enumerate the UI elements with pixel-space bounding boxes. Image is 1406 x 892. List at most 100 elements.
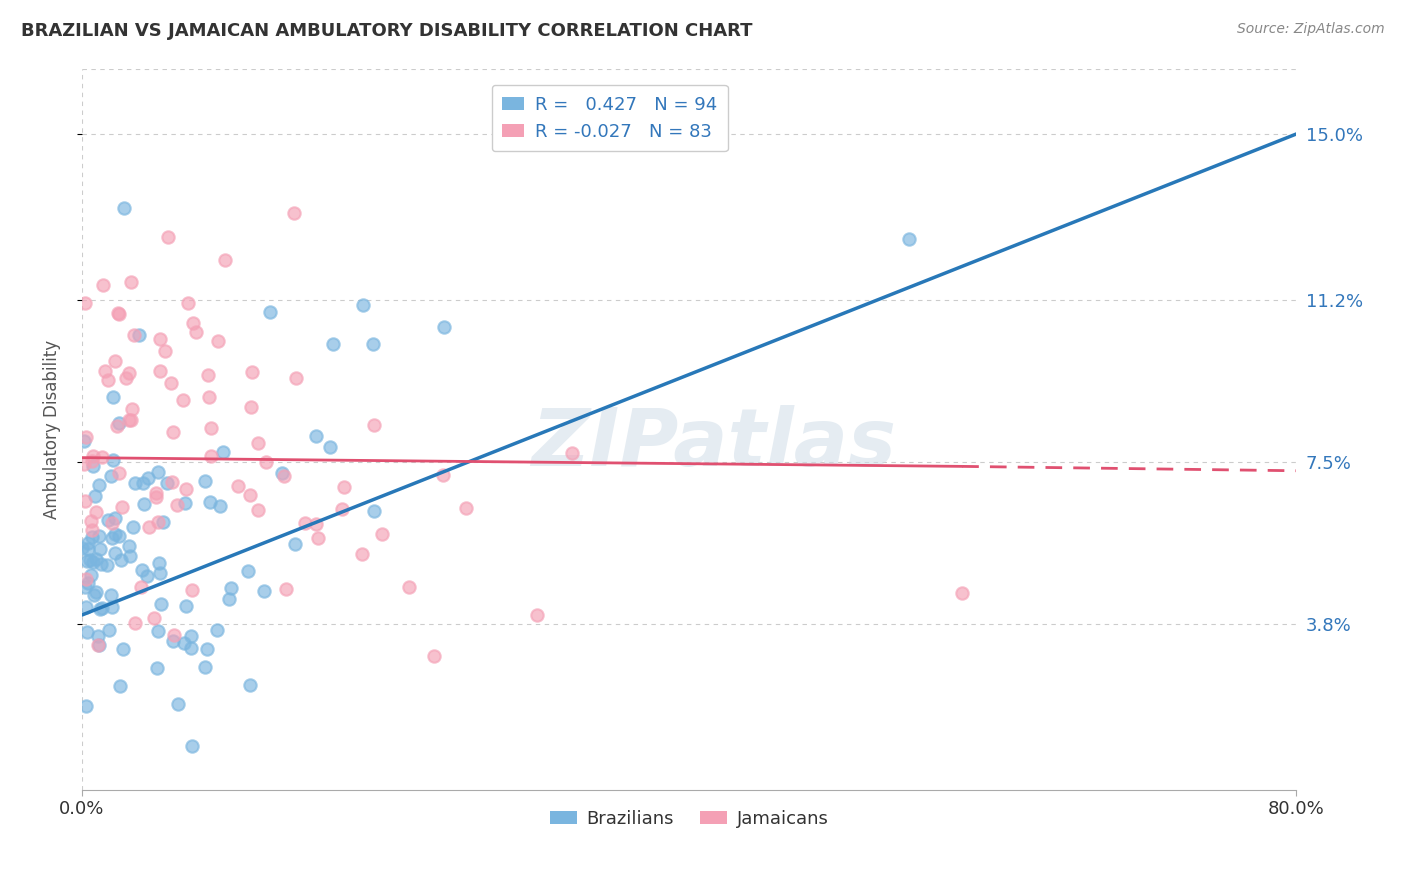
Text: BRAZILIAN VS JAMAICAN AMBULATORY DISABILITY CORRELATION CHART: BRAZILIAN VS JAMAICAN AMBULATORY DISABIL… <box>21 22 752 40</box>
Point <box>398 581 420 595</box>
Point <box>97 373 120 387</box>
Point <box>90 450 112 464</box>
Point <box>526 607 548 622</box>
Point <box>104 354 127 368</box>
Point <box>180 629 202 643</box>
Point <box>146 661 169 675</box>
Point <box>433 319 456 334</box>
Point <box>86 505 108 519</box>
Point <box>219 582 242 596</box>
Point <box>82 459 104 474</box>
Point <box>104 547 127 561</box>
Point <box>294 516 316 530</box>
Point <box>330 501 353 516</box>
Point <box>432 467 454 482</box>
Point <box>83 489 105 503</box>
Point <box>162 425 184 439</box>
Point <box>89 601 111 615</box>
Legend: Brazilians, Jamaicans: Brazilians, Jamaicans <box>543 803 835 835</box>
Point <box>143 610 166 624</box>
Point <box>100 469 122 483</box>
Point <box>226 479 249 493</box>
Point <box>184 325 207 339</box>
Point <box>247 503 270 517</box>
Point <box>322 337 344 351</box>
Point <box>274 582 297 596</box>
Point <box>284 537 307 551</box>
Point <box>76 576 98 591</box>
Point <box>132 476 155 491</box>
Point <box>180 739 202 754</box>
Point <box>82 530 104 544</box>
Point <box>89 541 111 556</box>
Point <box>240 365 263 379</box>
Point <box>153 343 176 358</box>
Point <box>181 583 204 598</box>
Point <box>160 475 183 490</box>
Point <box>173 635 195 649</box>
Point <box>352 298 374 312</box>
Point <box>195 642 218 657</box>
Point <box>128 328 150 343</box>
Point <box>87 478 110 492</box>
Point <box>108 679 131 693</box>
Point <box>132 497 155 511</box>
Point <box>167 698 190 712</box>
Point <box>174 599 197 613</box>
Point <box>145 490 167 504</box>
Point <box>205 624 228 638</box>
Point <box>73 296 96 310</box>
Point <box>254 455 277 469</box>
Point <box>253 583 276 598</box>
Point <box>79 567 101 582</box>
Point <box>561 446 583 460</box>
Point <box>200 449 222 463</box>
Point <box>108 529 131 543</box>
Point <box>156 476 179 491</box>
Point <box>73 434 96 449</box>
Text: Source: ZipAtlas.com: Source: ZipAtlas.com <box>1237 22 1385 37</box>
Point <box>118 413 141 427</box>
Point <box>950 586 973 600</box>
Point <box>72 541 94 556</box>
Point <box>273 468 295 483</box>
Point <box>110 553 132 567</box>
Point <box>200 495 222 509</box>
Point <box>80 514 103 528</box>
Point <box>183 316 205 330</box>
Point <box>898 232 921 246</box>
Point <box>84 585 107 599</box>
Point <box>75 599 97 614</box>
Point <box>305 428 328 442</box>
Point <box>307 531 329 545</box>
Point <box>91 277 114 292</box>
Y-axis label: Ambulatory Disability: Ambulatory Disability <box>44 340 60 519</box>
Point <box>76 624 98 639</box>
Point <box>77 542 100 557</box>
Point <box>82 524 104 538</box>
Point <box>247 436 270 450</box>
Point <box>145 486 167 500</box>
Point <box>271 466 294 480</box>
Point <box>87 638 110 652</box>
Point <box>120 549 142 564</box>
Point <box>174 482 197 496</box>
Point <box>75 494 97 508</box>
Point <box>107 416 129 430</box>
Point <box>82 449 104 463</box>
Point <box>136 569 159 583</box>
Point <box>214 252 236 267</box>
Point <box>104 526 127 541</box>
Point <box>173 496 195 510</box>
Point <box>131 580 153 594</box>
Point <box>90 601 112 615</box>
Point <box>146 516 169 530</box>
Point <box>121 402 143 417</box>
Point <box>101 599 124 614</box>
Point <box>118 366 141 380</box>
Point <box>157 229 180 244</box>
Point <box>218 591 240 606</box>
Point <box>454 500 477 515</box>
Point <box>152 515 174 529</box>
Point <box>75 430 97 444</box>
